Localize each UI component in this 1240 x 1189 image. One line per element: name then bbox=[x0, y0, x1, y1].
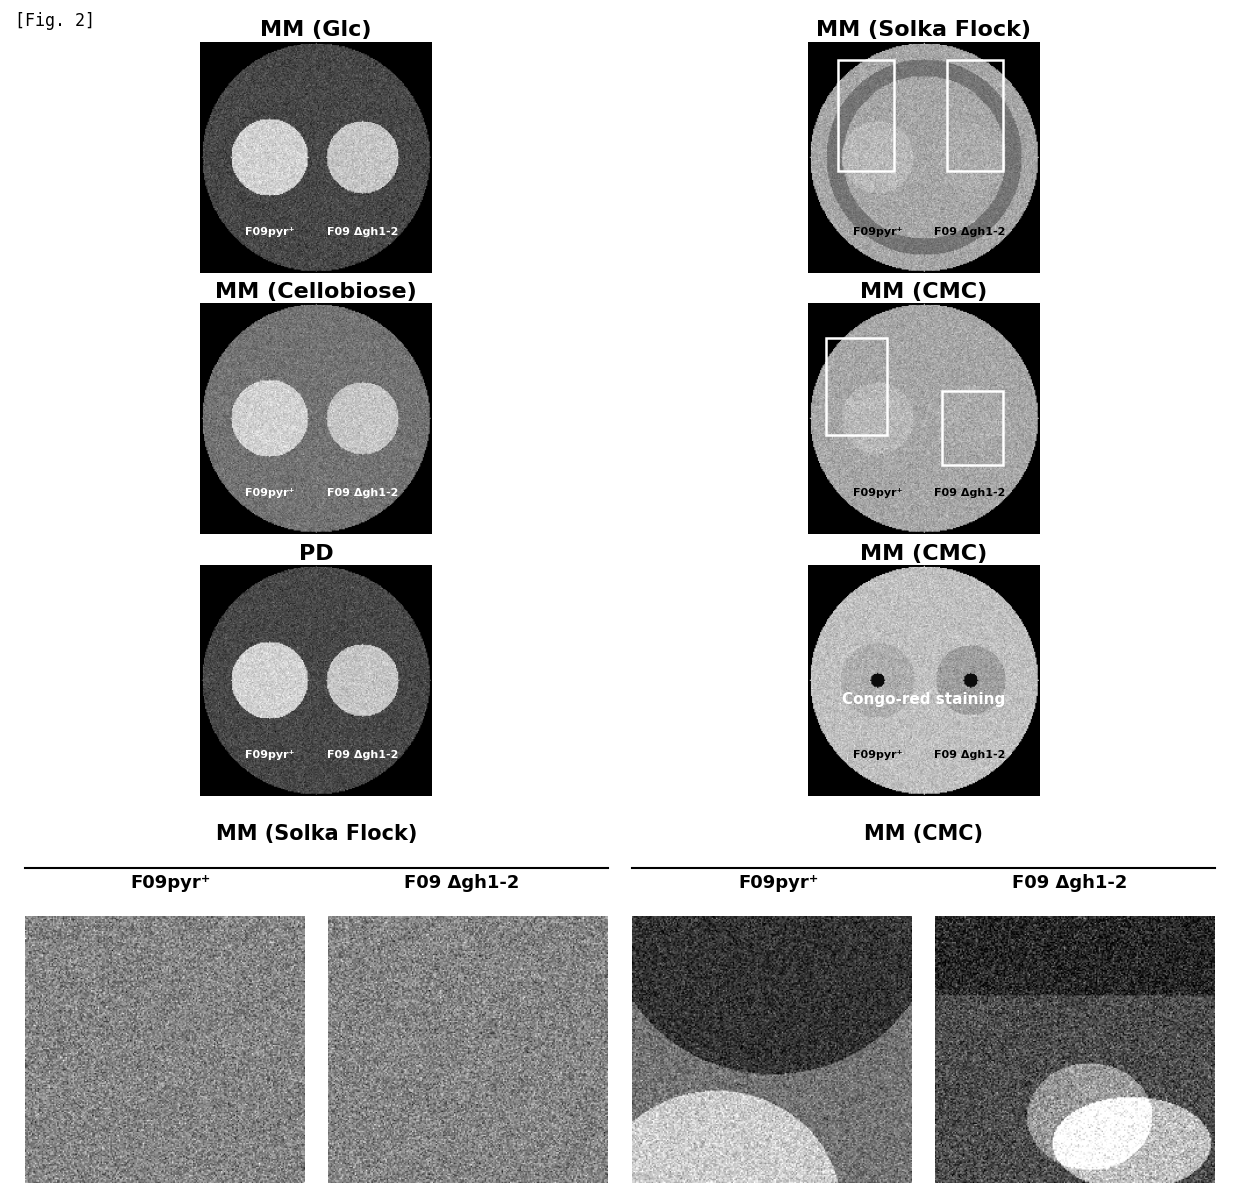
Text: F09pyr⁺: F09pyr⁺ bbox=[853, 750, 903, 760]
Bar bbox=[942, 391, 1003, 465]
Text: MM (Solka Flock): MM (Solka Flock) bbox=[216, 824, 417, 844]
Text: F09pyr⁺: F09pyr⁺ bbox=[853, 489, 903, 498]
Text: F09 Δgh1-2: F09 Δgh1-2 bbox=[327, 489, 398, 498]
Text: MM (Glc): MM (Glc) bbox=[260, 20, 372, 40]
Text: F09 Δgh1-2: F09 Δgh1-2 bbox=[935, 227, 1006, 237]
Text: MM (Solka Flock): MM (Solka Flock) bbox=[816, 20, 1032, 40]
Text: Congo-red staining: Congo-red staining bbox=[842, 692, 1006, 706]
Bar bbox=[838, 61, 894, 171]
Text: F09pyr⁺: F09pyr⁺ bbox=[246, 750, 295, 760]
Text: F09 Δgh1-2: F09 Δgh1-2 bbox=[404, 874, 520, 892]
Text: PD: PD bbox=[299, 543, 334, 564]
Text: F09pyr⁺: F09pyr⁺ bbox=[246, 489, 295, 498]
Bar bbox=[826, 338, 887, 435]
Text: F09pyr⁺: F09pyr⁺ bbox=[130, 874, 211, 892]
Text: MM (Cellobiose): MM (Cellobiose) bbox=[216, 282, 417, 302]
Text: F09 Δgh1-2: F09 Δgh1-2 bbox=[935, 750, 1006, 760]
Text: [Fig. 2]: [Fig. 2] bbox=[15, 12, 95, 30]
Bar bbox=[947, 61, 1003, 171]
Text: F09 Δgh1-2: F09 Δgh1-2 bbox=[327, 750, 398, 760]
Text: MM (CMC): MM (CMC) bbox=[861, 282, 987, 302]
Text: F09 Δgh1-2: F09 Δgh1-2 bbox=[327, 227, 398, 237]
Text: F09 Δgh1-2: F09 Δgh1-2 bbox=[1012, 874, 1127, 892]
Text: F09pyr⁺: F09pyr⁺ bbox=[738, 874, 818, 892]
Text: MM (CMC): MM (CMC) bbox=[864, 824, 983, 844]
Text: F09pyr⁺: F09pyr⁺ bbox=[246, 227, 295, 237]
Text: F09 Δgh1-2: F09 Δgh1-2 bbox=[935, 489, 1006, 498]
Text: MM (CMC): MM (CMC) bbox=[861, 543, 987, 564]
Text: F09pyr⁺: F09pyr⁺ bbox=[853, 227, 903, 237]
